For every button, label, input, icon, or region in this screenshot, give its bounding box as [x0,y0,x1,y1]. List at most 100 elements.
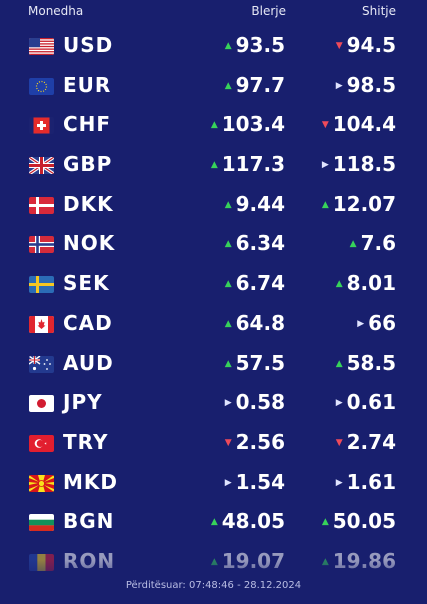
sell-rate-value: 98.5 [346,72,396,97]
scroll-fade-overlay [0,560,427,604]
buy-rate: ▶ 0.58 [225,390,285,414]
trend-down-icon: ▼ [335,41,343,51]
sell-rate-value: 12.07 [332,191,396,216]
trend-down-icon: ▼ [224,437,232,448]
column-header-buy: Blerje [251,4,286,18]
sell-rate-value: 94.5 [346,33,396,57]
buy-rate: ▲ 93.5 [225,33,285,57]
sell-rate: ▶ 66 [357,311,396,335]
buy-rate-value: 97.7 [235,72,285,97]
rate-row-mkd: MKD ▶ 1.54 ▶ 1.61 [0,464,427,504]
currency-code: SEK [63,271,110,296]
rate-row-nok: NOK ▲ 6.34 ▲ 7.6 [0,225,427,265]
tr-flag-icon [29,434,54,452]
trend-flat-icon: ▶ [335,398,343,409]
trend-up-icon: ▲ [224,239,232,250]
sell-rate-value: 50.05 [332,509,396,534]
trend-up-icon: ▲ [321,517,329,528]
trend-up-icon: ▲ [224,199,232,210]
au-flag-icon [29,355,54,373]
currency-code: DKK [63,191,114,216]
dk-flag-icon [29,196,54,214]
rate-row-cad: CAD ▲ 64.8 ▶ 66 [0,305,427,345]
column-header-sell: Shitje [362,4,396,18]
buy-rate-value: 1.54 [235,469,285,494]
currency-code: BGN [63,509,115,534]
currency-code: JPY [63,390,103,415]
eu-flag-icon [29,77,54,95]
buy-rate: ▲ 6.34 [225,231,285,255]
trend-flat-icon: ▶ [224,477,232,488]
trend-up-icon: ▲ [224,279,232,290]
buy-rate: ▼ 2.56 [225,430,285,454]
rates-list[interactable]: USD ▲ 93.5 ▼ 94.5 EUR ▲ 97.7 ▶ 98.5 CHF ▲ 103.4 ▼ 104.… [0,27,427,583]
buy-rate-value: 57.5 [235,350,285,375]
currency-code: NOK [63,231,116,256]
trend-up-icon: ▲ [210,160,218,171]
buy-rate: ▲ 64.8 [225,311,285,335]
sell-rate: ▶ 118.5 [322,152,396,176]
buy-rate-value: 64.8 [235,310,285,335]
rate-row-sek: SEK ▲ 6.74 ▲ 8.01 [0,265,427,305]
trend-up-icon: ▲ [224,318,232,329]
sell-rate-value: 1.61 [346,469,396,494]
sell-rate: ▲ 58.5 [336,351,396,375]
rate-row-aud: AUD ▲ 57.5 ▲ 58.5 [0,345,427,385]
sell-rate: ▶ 0.61 [336,390,396,414]
ch-flag-icon [29,117,54,135]
sell-rate-value: 2.74 [346,429,396,454]
buy-rate: ▶ 1.54 [225,470,285,494]
trend-flat-icon: ▶ [224,398,232,409]
trend-flat-icon: ▶ [357,318,365,329]
column-header-currency: Monedha [28,4,84,18]
buy-rate: ▲ 48.05 [211,509,285,533]
trend-down-icon: ▼ [335,437,343,448]
gb-flag-icon [29,157,54,175]
sell-rate: ▲ 8.01 [336,271,396,295]
buy-rate: ▲ 117.3 [211,152,285,176]
trend-down-icon: ▼ [321,120,329,131]
se-flag-icon [29,276,54,294]
sell-rate-value: 118.5 [332,152,396,177]
trend-up-icon: ▲ [224,358,232,369]
sell-rate-value: 8.01 [346,271,396,296]
buy-rate-value: 48.05 [221,509,285,534]
no-flag-icon [29,236,54,254]
currency-code: EUR [63,72,112,97]
rate-row-chf: CHF ▲ 103.4 ▼ 104.4 [0,106,427,146]
buy-rate: ▲ 6.74 [225,271,285,295]
buy-rate-value: 117.3 [221,152,285,177]
trend-flat-icon: ▶ [335,80,343,91]
trend-up-icon: ▲ [349,239,357,250]
sell-rate: ▲ 12.07 [322,192,396,216]
buy-rate-value: 9.44 [235,191,285,216]
rate-row-jpy: JPY ▶ 0.58 ▶ 0.61 [0,384,427,424]
buy-rate-value: 6.34 [235,231,285,256]
trend-up-icon: ▲ [224,80,232,91]
currency-code: MKD [63,469,119,494]
us-flag-icon [29,38,54,55]
buy-rate-value: 93.5 [235,33,285,57]
trend-up-icon: ▲ [335,358,343,369]
rate-row-usd: USD ▲ 93.5 ▼ 94.5 [0,27,427,67]
sell-rate-value: 66 [368,310,396,335]
trend-up-icon: ▲ [210,517,218,528]
rate-row-try: TRY ▼ 2.56 ▼ 2.74 [0,424,427,464]
buy-rate-value: 2.56 [235,429,285,454]
buy-rate-value: 103.4 [221,112,285,137]
currency-code: CHF [63,112,112,137]
currency-code: TRY [63,429,109,454]
buy-rate: ▲ 57.5 [225,351,285,375]
buy-rate-value: 6.74 [235,271,285,296]
ca-flag-icon [29,315,54,333]
rate-row-eur: EUR ▲ 97.7 ▶ 98.5 [0,67,427,107]
currency-code: GBP [63,152,113,177]
sell-rate: ▲ 50.05 [322,509,396,533]
currency-code: CAD [63,310,113,335]
bg-flag-icon [29,514,54,532]
rate-row-gbp: GBP ▲ 117.3 ▶ 118.5 [0,146,427,186]
last-updated: Përditësuar: 07:48:46 - 28.12.2024 [125,580,302,591]
sell-rate-value: 58.5 [346,350,396,375]
sell-rate: ▶ 98.5 [336,73,396,97]
